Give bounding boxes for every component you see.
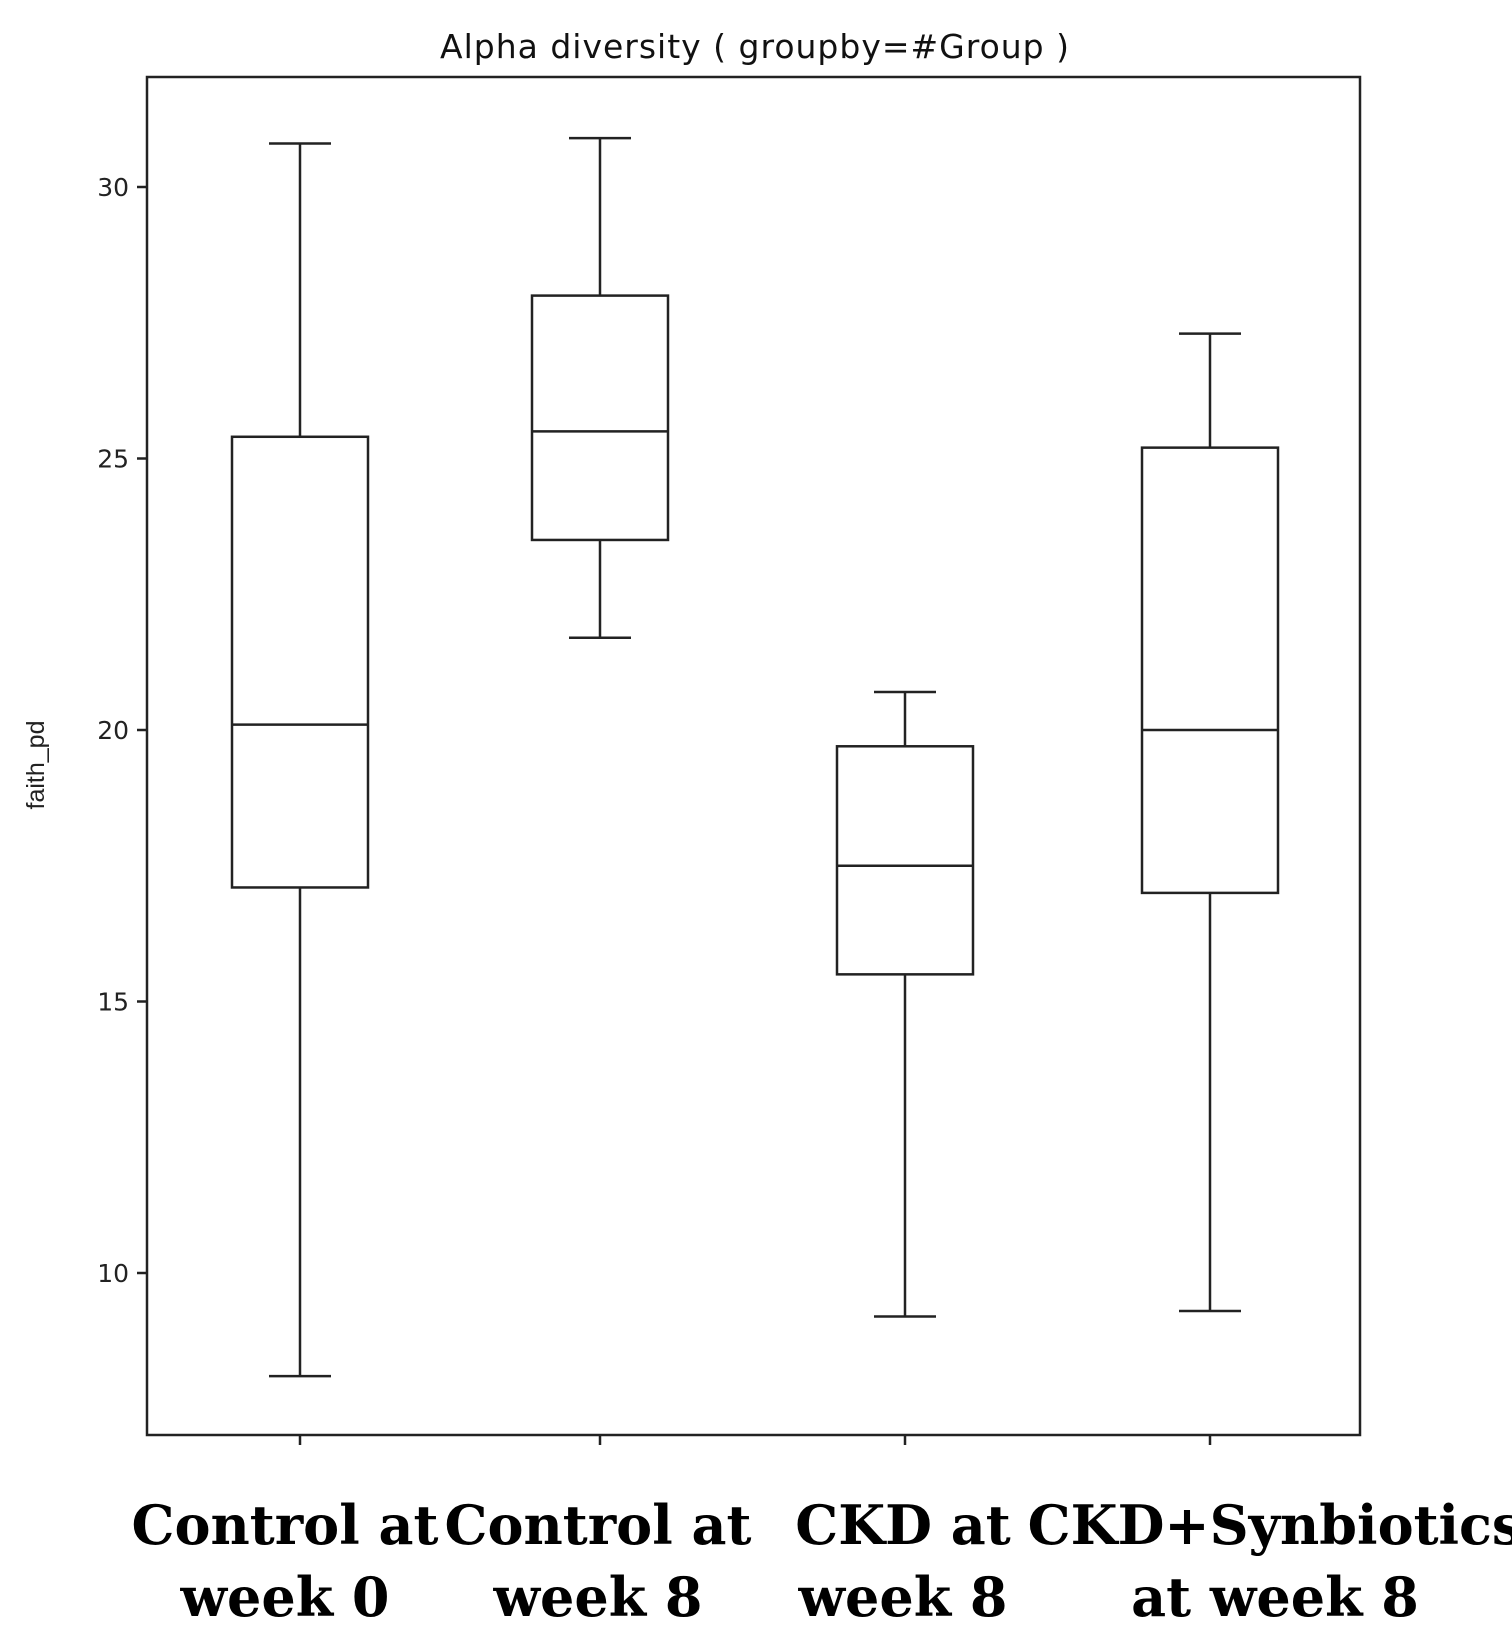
iqr-box: [1140, 446, 1280, 895]
x-axis-labels: Control at week 0 Control at week 8 CKD at we…: [132, 1493, 1512, 1629]
y-tick-label: 25: [97, 445, 129, 474]
chart-title: Alpha diversity ( groupby=#Group ): [440, 27, 1070, 66]
y-tick-label: 10: [97, 1259, 129, 1288]
y-tick-label: 30: [97, 173, 129, 202]
y-axis-ticks: 10 15 20 25 30: [97, 173, 147, 1288]
x-tick-label: CKD+Synbiotics: [1028, 1493, 1512, 1557]
iqr-box: [530, 294, 670, 542]
x-tick-label: Control at: [445, 1493, 752, 1557]
box-group: [1140, 332, 1280, 1445]
y-tick-label: 15: [97, 988, 129, 1017]
iqr-box: [835, 745, 975, 976]
x-tick-label: CKD at: [795, 1493, 1011, 1557]
x-tick-label: week 8: [493, 1565, 703, 1629]
iqr-box: [230, 435, 370, 889]
x-tick-label: week 8: [798, 1565, 1008, 1629]
x-tick-label: week 0: [180, 1565, 390, 1629]
box-group: [230, 142, 370, 1445]
y-axis-label: faith_pd: [22, 721, 50, 810]
y-tick-label: 20: [97, 716, 129, 745]
x-tick-label: Control at: [132, 1493, 439, 1557]
box-group: [835, 690, 975, 1445]
plot-frame: [145, 75, 1362, 1437]
boxes: [230, 136, 1280, 1445]
x-tick-label: at week 8: [1131, 1565, 1419, 1629]
box-group: [530, 136, 670, 1445]
